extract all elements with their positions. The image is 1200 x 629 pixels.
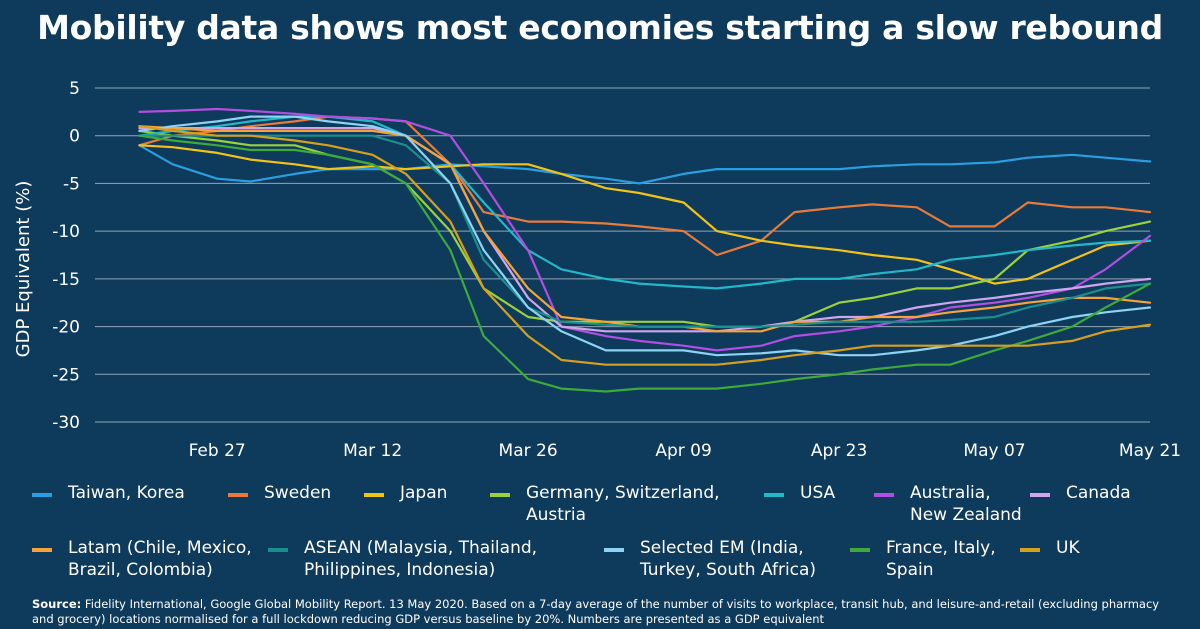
series-line-5 — [138, 107, 1152, 352]
legend-swatch — [32, 493, 52, 497]
legend-label: Japan — [400, 483, 448, 503]
line-chart: 5 0 -5 -10 -15 -20 -25 -30 Feb 27 Mar 12 Mar 26 Ap… — [13, 79, 1182, 461]
y-axis-label: GDP Equivalent (%) — [13, 181, 34, 358]
series-line-7 — [138, 125, 1152, 333]
series-line-2 — [138, 144, 1152, 285]
y-axis-ticks: 5 0 -5 -10 -15 -20 -25 -30 — [52, 79, 80, 433]
legend-label: ASEAN (Malaysia, Thailand, Philippines, … — [304, 538, 538, 580]
series-line-1 — [138, 115, 1152, 257]
legend-label: Australia, New Zealand — [910, 483, 1022, 525]
legend-item: ASEAN (Malaysia, Thailand, Philippines, … — [268, 537, 537, 581]
series-line-10 — [138, 134, 1152, 393]
legend-swatch — [490, 493, 510, 497]
series-line-11 — [138, 125, 1152, 366]
legend-item: France, Italy, Spain — [850, 537, 996, 581]
x-tick-label: May 21 — [1119, 441, 1181, 461]
y-tick-label: -15 — [52, 270, 80, 290]
y-tick-label: -20 — [52, 318, 80, 338]
series-line-6 — [138, 127, 1152, 333]
legend-label: UK — [1056, 538, 1080, 558]
legend-swatch — [850, 548, 870, 552]
legend-item: Latam (Chile, Mexico, Brazil, Colombia) — [32, 537, 252, 581]
legend-item: Australia, New Zealand — [874, 482, 1022, 526]
source-text: Fidelity International, Google Global Mo… — [32, 597, 1160, 626]
legend-label: Latam (Chile, Mexico, Brazil, Colombia) — [68, 538, 252, 580]
x-tick-label: Apr 09 — [655, 441, 711, 461]
legend-item: UK — [1020, 537, 1080, 559]
x-tick-label: Mar 12 — [343, 441, 402, 461]
series-line-3 — [138, 129, 1152, 328]
y-tick-label: -25 — [52, 365, 80, 385]
legend-label: Sweden — [264, 483, 332, 503]
legend-swatch — [764, 493, 784, 497]
legend-item: Taiwan, Korea — [32, 482, 185, 504]
legend-item: USA — [764, 482, 835, 504]
legend-swatch — [364, 493, 384, 497]
legend-swatch — [1020, 548, 1040, 552]
legend-swatch — [228, 493, 248, 497]
x-tick-label: Mar 26 — [499, 441, 558, 461]
legend-label: France, Italy, Spain — [886, 538, 996, 580]
legend-item: Canada — [1030, 482, 1131, 504]
source-label: Source: — [32, 597, 82, 611]
legend-swatch — [874, 493, 894, 497]
legend-swatch — [32, 548, 52, 552]
y-tick-label: -10 — [52, 222, 80, 242]
legend-item: Selected EM (India, Turkey, South Africa… — [604, 537, 816, 581]
series-line-9 — [138, 115, 1152, 357]
legend-item: Germany, Switzerland, Austria — [490, 482, 720, 526]
x-tick-label: Feb 27 — [189, 441, 246, 461]
y-tick-label: 0 — [69, 127, 80, 147]
y-tick-label: 5 — [69, 79, 80, 99]
y-tick-label: -30 — [52, 413, 80, 433]
x-tick-label: May 07 — [963, 441, 1025, 461]
legend-label: Germany, Switzerland, Austria — [526, 483, 720, 525]
series-line-0 — [138, 144, 1152, 185]
legend-label: USA — [800, 483, 836, 503]
legend-swatch — [604, 548, 624, 552]
legend-label: Selected EM (India, Turkey, South Africa… — [640, 538, 817, 580]
y-tick-label: -5 — [63, 174, 80, 194]
series-lines — [138, 107, 1152, 393]
x-tick-label: Apr 23 — [811, 441, 867, 461]
legend-swatch — [1030, 493, 1050, 497]
source-note: Source: Fidelity International, Google G… — [32, 597, 1182, 629]
legend: Taiwan, Korea Sweden Japan Germany, Switzer… — [0, 482, 1200, 592]
series-line-4 — [138, 115, 1152, 290]
legend-swatch — [268, 548, 288, 552]
legend-label: Canada — [1066, 483, 1131, 503]
series-line-8 — [138, 134, 1152, 328]
legend-item: Sweden — [228, 482, 331, 504]
chart-title: Mobility data shows most economies start… — [37, 8, 1163, 47]
legend-label: Taiwan, Korea — [68, 483, 185, 503]
legend-item: Japan — [364, 482, 447, 504]
x-axis-ticks: Feb 27 Mar 12 Mar 26 Apr 09 Apr 23 May 07 May … — [189, 441, 1182, 461]
